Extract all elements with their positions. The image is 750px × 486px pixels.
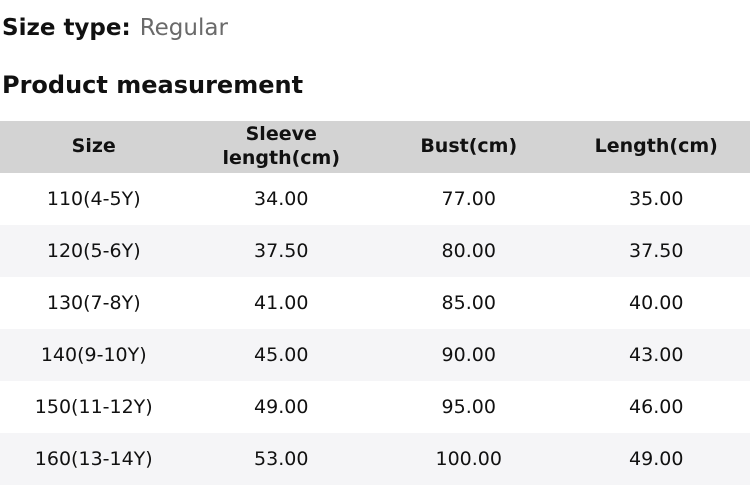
cell-size: 160(13-14Y) xyxy=(34,448,153,470)
cell-length: 37.50 xyxy=(629,240,684,262)
cell-size: 110(4-5Y) xyxy=(46,188,141,210)
cell-sleeve-length: 49.00 xyxy=(254,396,309,418)
column-header-size: Size xyxy=(0,121,188,173)
cell-length: 40.00 xyxy=(629,292,684,314)
table-row: 130(7-8Y) 41.00 85.00 40.00 xyxy=(0,277,750,329)
cell-bust: 100.00 xyxy=(435,448,502,470)
table-row: 140(9-10Y) 45.00 90.00 43.00 xyxy=(0,329,750,381)
cell-size: 140(9-10Y) xyxy=(40,344,147,366)
cell-bust: 90.00 xyxy=(441,344,496,366)
cell-length: 49.00 xyxy=(629,448,684,470)
cell-bust: 77.00 xyxy=(441,188,496,210)
cell-length: 46.00 xyxy=(629,396,684,418)
cell-length: 43.00 xyxy=(629,344,684,366)
section-title: Product measurement xyxy=(2,71,304,99)
measurement-table: Size Sleeve length(cm) Bust(cm) Length(c… xyxy=(0,121,750,485)
cell-bust: 80.00 xyxy=(441,240,496,262)
column-header-bust: Bust(cm) xyxy=(375,121,563,173)
cell-size: 130(7-8Y) xyxy=(46,292,141,314)
cell-sleeve-length: 37.50 xyxy=(254,240,309,262)
size-type-row: Size type: Regular xyxy=(0,0,750,43)
column-header-sleeve-length: Sleeve length(cm) xyxy=(187,121,375,173)
table-row: 120(5-6Y) 37.50 80.00 37.50 xyxy=(0,225,750,277)
table-row: 110(4-5Y) 34.00 77.00 35.00 xyxy=(0,173,750,225)
size-type-value: Regular xyxy=(139,15,228,41)
cell-bust: 85.00 xyxy=(441,292,496,314)
cell-sleeve-length: 53.00 xyxy=(254,448,309,470)
cell-bust: 95.00 xyxy=(441,396,496,418)
cell-sleeve-length: 45.00 xyxy=(254,344,309,366)
size-type-label: Size type: xyxy=(2,15,131,41)
cell-sleeve-length: 41.00 xyxy=(254,292,309,314)
cell-size: 120(5-6Y) xyxy=(46,240,141,262)
table-row: 160(13-14Y) 53.00 100.00 49.00 xyxy=(0,433,750,485)
table-header-row: Size Sleeve length(cm) Bust(cm) Length(c… xyxy=(0,121,750,173)
cell-length: 35.00 xyxy=(629,188,684,210)
column-header-length: Length(cm) xyxy=(562,121,750,173)
table-row: 150(11-12Y) 49.00 95.00 46.00 xyxy=(0,381,750,433)
cell-size: 150(11-12Y) xyxy=(34,396,153,418)
cell-sleeve-length: 34.00 xyxy=(254,188,309,210)
